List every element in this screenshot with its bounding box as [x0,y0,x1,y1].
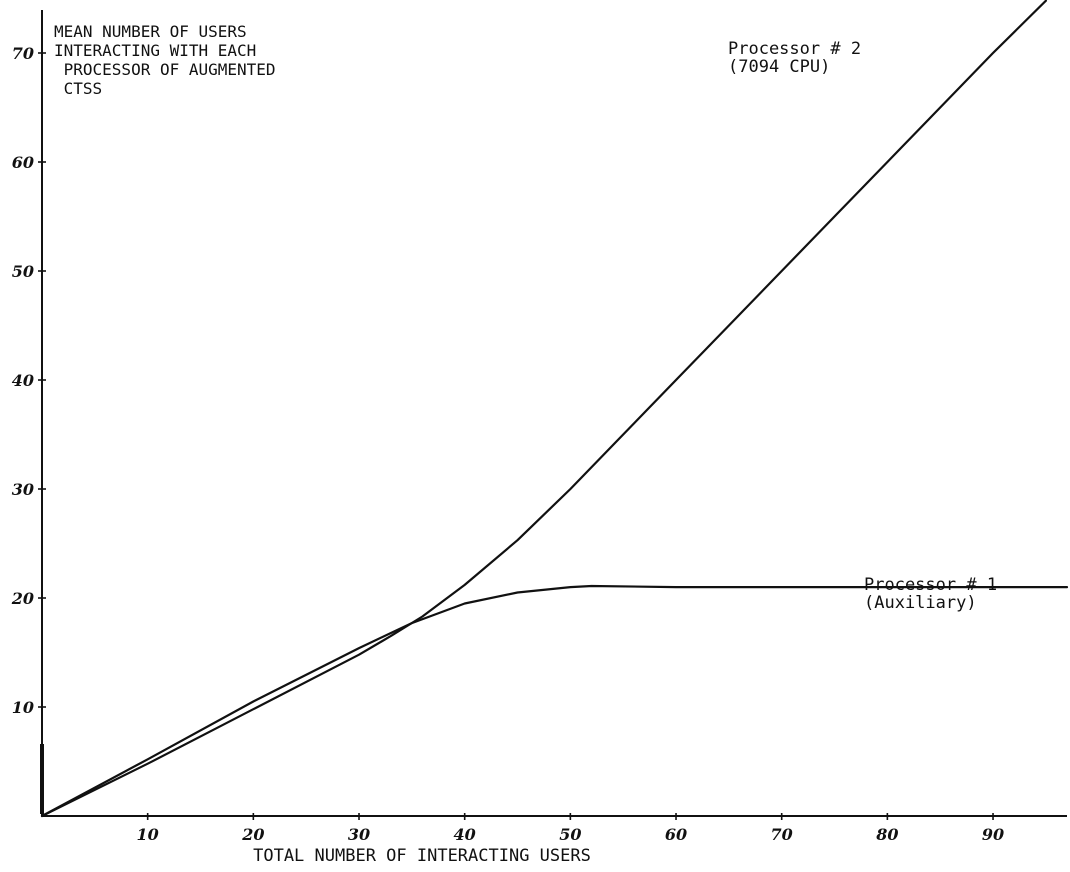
y-axis-ticks: 10 20 30 40 50 60 70 [11,44,46,717]
series-label-line: (Auxiliary) [864,593,977,613]
series-label-line: Processor # 1 [864,575,997,595]
series-labels: Processor # 2(7094 CPU) Processor # 1(Aux… [728,39,997,613]
chart-title-line: MEAN NUMBER OF USERS [54,22,247,41]
y-tick-label: 60 [12,153,34,172]
series-label-line: (7094 CPU) [728,57,830,77]
y-tick-label: 30 [12,480,34,499]
y-tick-label: 10 [12,698,34,717]
chart-title-line: CTSS [54,79,102,98]
x-tick-label: 40 [454,825,476,844]
x-axis-label: TOTAL NUMBER OF INTERACTING USERS [253,846,591,866]
x-tick-label: 80 [875,825,898,844]
x-tick-label: 50 [559,825,581,844]
axes [40,10,1067,817]
x-tick-label: 70 [771,825,793,844]
chart-title-line: INTERACTING WITH EACH [54,41,256,60]
x-tick-label: 90 [982,825,1004,844]
x-axis-ticks: 10 20 30 40 50 60 70 80 90 [137,813,1004,844]
series-line-processor-1 [40,584,1069,818]
series-lines [40,0,1069,818]
chart-title-line: PROCESSOR OF AUGMENTED [54,60,276,79]
x-tick-label: 30 [348,825,370,844]
x-tick-label: 60 [665,825,687,844]
series-line-processor-2 [40,0,1047,818]
series-label-line: Processor # 2 [728,39,861,59]
x-tick-label: 20 [241,825,264,844]
x-tick-label: 10 [137,825,159,844]
y-tick-label: 70 [12,44,34,63]
y-tick-label: 40 [12,371,34,390]
y-tick-label: 50 [12,262,34,281]
y-tick-label: 20 [11,589,34,608]
